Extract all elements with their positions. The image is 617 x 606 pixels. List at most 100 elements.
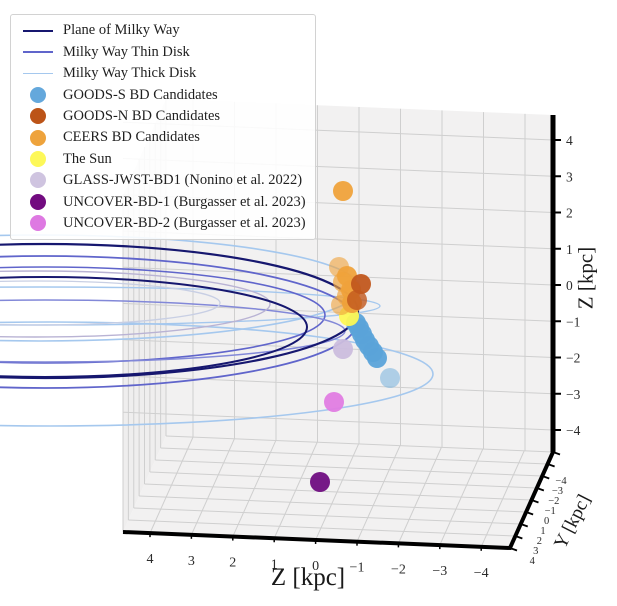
- tick-label: −3: [432, 564, 447, 579]
- legend-dot-marker: [13, 108, 63, 125]
- data-point: [367, 348, 387, 368]
- legend-dot-marker: [13, 151, 63, 168]
- legend-item: GOODS-S BD Candidates: [13, 84, 311, 105]
- tick-label: −2: [391, 562, 406, 577]
- legend-item: Plane of Milky Way: [13, 20, 311, 41]
- tick-label: −4: [566, 423, 581, 438]
- legend-item-label: GOODS-S BD Candidates: [63, 86, 218, 103]
- legend-dot-marker: [13, 172, 63, 189]
- data-point: [351, 274, 371, 294]
- tick-label: −4: [555, 476, 567, 487]
- legend-dot-marker: [13, 193, 63, 210]
- tick-label: −2: [548, 496, 559, 507]
- legend-item: The Sun: [13, 148, 311, 169]
- legend-item: Milky Way Thick Disk: [13, 63, 311, 84]
- tick-label: 4: [147, 552, 154, 567]
- legend-item: UNCOVER-BD-1 (Burgasser et al. 2023): [13, 191, 311, 212]
- data-point: [310, 472, 330, 492]
- tick-label: 3: [566, 169, 573, 184]
- legend: Plane of Milky Way Milky Way Thin Disk Mil…: [10, 14, 316, 240]
- tick-mark: [541, 475, 550, 480]
- legend-line-marker: [13, 51, 63, 54]
- legend-item-label: GLASS-JWST-BD1 (Nonino et al. 2022): [63, 172, 303, 189]
- legend-marker-swatch: [30, 215, 46, 232]
- series-glass-jwst-bd1: [333, 339, 353, 359]
- data-point: [347, 290, 367, 310]
- disk-ellipse: [0, 280, 221, 326]
- right-axis-title: Z [kpc]: [573, 246, 598, 310]
- legend-marker-swatch: [23, 29, 53, 32]
- tick-mark: [536, 487, 545, 492]
- legend-item-label: CEERS BD Candidates: [63, 129, 200, 146]
- legend-marker-swatch: [30, 129, 46, 146]
- legend-marker-swatch: [23, 51, 53, 54]
- series-uncover-bd-1: [310, 472, 330, 492]
- tick-label: 2: [229, 556, 236, 571]
- legend-line-marker: [13, 72, 63, 74]
- legend-item: GOODS-N BD Candidates: [13, 106, 311, 127]
- legend-item: Milky Way Thin Disk: [13, 41, 311, 62]
- tick-label: 3: [533, 546, 538, 557]
- tick-label: 2: [537, 536, 542, 547]
- disk-ellipse: [0, 266, 326, 364]
- grid-line: [165, 341, 554, 358]
- grid-line: [165, 413, 554, 431]
- disk-ellipse: [0, 270, 271, 338]
- series-goods-n-bd-candidates: [347, 274, 371, 310]
- grid-line: [165, 377, 554, 395]
- data-point: [333, 181, 353, 201]
- legend-item-label: UNCOVER-BD-1 (Burgasser et al. 2023): [63, 193, 306, 210]
- grid-line: [160, 447, 548, 465]
- series-uncover-bd-2: [324, 392, 344, 412]
- series-goods-s-bd-candidates: [346, 313, 400, 388]
- grid-line: [139, 495, 527, 513]
- data-point: [333, 339, 353, 359]
- tick-label: −1: [566, 314, 580, 329]
- legend-item-label: The Sun: [63, 150, 112, 167]
- legend-marker-swatch: [23, 72, 53, 74]
- legend-item: CEERS BD Candidates: [13, 127, 311, 148]
- grid-line: [128, 519, 516, 537]
- legend-marker-swatch: [30, 193, 46, 210]
- grid-line: [165, 304, 554, 322]
- tick-label: 3: [188, 554, 195, 569]
- tick-label: 2: [566, 206, 573, 221]
- legend-dot-marker: [13, 129, 63, 146]
- tick-label: 0: [566, 278, 573, 293]
- legend-item-label: Plane of Milky Way: [63, 22, 180, 39]
- legend-item-label: UNCOVER-BD-2 (Burgasser et al. 2023): [63, 214, 306, 231]
- tick-mark: [515, 535, 523, 540]
- legend-dot-marker: [13, 86, 63, 103]
- legend-item: UNCOVER-BD-2 (Burgasser et al. 2023): [13, 213, 311, 234]
- tick-label: −1: [545, 506, 556, 517]
- legend-marker-swatch: [30, 86, 46, 103]
- grid-line: [144, 483, 532, 501]
- tick-mark: [547, 463, 555, 468]
- legend-item-label: Milky Way Thick Disk: [63, 65, 197, 82]
- disk-ellipse: [0, 276, 308, 378]
- tick-label: −3: [552, 486, 563, 497]
- tick-label: −4: [474, 566, 489, 581]
- data-point: [331, 295, 351, 315]
- legend-marker-swatch: [30, 108, 46, 125]
- tick-label: 0: [312, 559, 319, 574]
- legend-marker-swatch: [30, 172, 46, 189]
- tick-mark: [552, 451, 561, 456]
- tick-mark: [525, 511, 534, 516]
- bottom-axis-title: Z [kpc]: [270, 564, 346, 591]
- tick-label: 4: [566, 133, 573, 148]
- grid-line: [155, 459, 543, 477]
- tick-label: −1: [350, 561, 365, 576]
- tick-mark: [531, 499, 539, 504]
- legend-line-marker: [13, 29, 63, 32]
- legend-marker-swatch: [30, 151, 46, 168]
- tick-label: 4: [530, 556, 536, 567]
- legend-item: GLASS-JWST-BD1 (Nonino et al. 2022): [13, 170, 311, 191]
- grid-line: [149, 471, 537, 489]
- tick-label: 1: [540, 526, 545, 537]
- disk-ellipse: [0, 321, 434, 427]
- data-point: [380, 368, 400, 388]
- data-point: [324, 392, 344, 412]
